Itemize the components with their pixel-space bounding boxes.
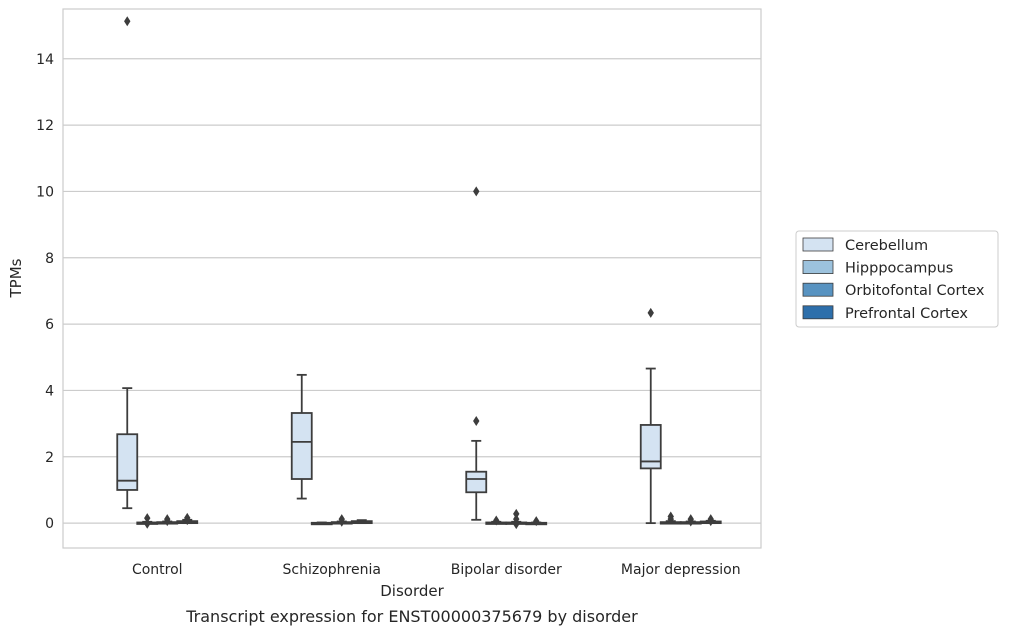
box-2-2	[505, 508, 528, 530]
box-3-1	[659, 511, 682, 525]
outlier-point	[124, 16, 131, 27]
legend-swatch	[802, 237, 834, 252]
x-tick-label: Schizophrenia	[283, 562, 381, 578]
x-axis-label: Disorder	[380, 582, 444, 600]
box-3-2	[679, 514, 702, 527]
legend-label: Prefrontal Cortex	[845, 306, 968, 322]
box-iqr	[639, 424, 662, 470]
outlier-point	[687, 516, 694, 527]
outlier-point	[144, 518, 151, 529]
y-tick-label: 0	[45, 516, 54, 532]
outlier-point	[707, 516, 714, 527]
legend-label: Orbitofontal Cortex	[845, 283, 985, 299]
y-ticks: 0 2 4 6 8 10 12 14	[36, 52, 54, 532]
outlier-point	[164, 516, 171, 527]
box-1-2	[330, 514, 353, 527]
x-tick-label: Bipolar disorder	[451, 562, 562, 578]
box-0-1	[136, 513, 159, 529]
outlier-point	[647, 307, 654, 318]
outlier-point	[513, 519, 520, 530]
x-ticks: Control Schizophrenia Bipolar disorder Majo…	[132, 562, 741, 578]
outlier-point	[144, 513, 151, 524]
box-3-0	[639, 307, 662, 525]
box-2-3	[525, 516, 548, 527]
outlier-point	[338, 516, 345, 527]
outlier-point	[473, 186, 480, 197]
box-0-2	[156, 514, 179, 527]
y-tick-label: 14	[36, 52, 54, 68]
box-2-0	[465, 186, 488, 521]
box-2-1	[485, 515, 508, 526]
y-tick-label: 2	[45, 450, 54, 466]
plot-frame	[62, 8, 762, 549]
outlier-point	[493, 515, 500, 526]
box-1-3	[350, 519, 373, 525]
legend-label: Cerebellum	[845, 238, 928, 254]
legend-swatch	[802, 305, 834, 320]
x-tick-label: Control	[132, 562, 183, 578]
boxes	[116, 16, 722, 530]
y-tick-label: 10	[36, 184, 54, 200]
y-tick-label: 4	[45, 383, 54, 399]
x-tick-label: Major depression	[621, 562, 741, 578]
grid-lines	[63, 58, 761, 524]
y-tick-label: 12	[36, 118, 54, 134]
y-axis-label: TPMs	[7, 258, 25, 298]
legend-swatch	[802, 260, 834, 275]
box-1-0	[290, 373, 313, 500]
chart-caption: Transcript expression for ENST0000037567…	[185, 607, 638, 626]
y-tick-label: 6	[45, 317, 54, 333]
legend-label: Hipppocampus	[845, 261, 953, 277]
box-3-3	[699, 514, 722, 527]
legend: Cerebellum Hipppocampus Orbitofontal Corte…	[795, 230, 999, 328]
legend-swatch	[802, 282, 834, 297]
outlier-point	[513, 508, 520, 519]
outlier-point	[184, 515, 191, 526]
box-iqr	[465, 470, 488, 494]
outlier-point	[473, 415, 480, 426]
y-tick-label: 8	[45, 251, 54, 267]
box-iqr	[116, 433, 139, 491]
outlier-point	[533, 516, 540, 527]
box-1-1	[310, 521, 333, 526]
outlier-point	[667, 514, 674, 525]
box-iqr	[290, 412, 313, 480]
legend-frame	[795, 230, 999, 328]
box-0-3	[176, 512, 199, 526]
box-0-0	[116, 16, 139, 510]
